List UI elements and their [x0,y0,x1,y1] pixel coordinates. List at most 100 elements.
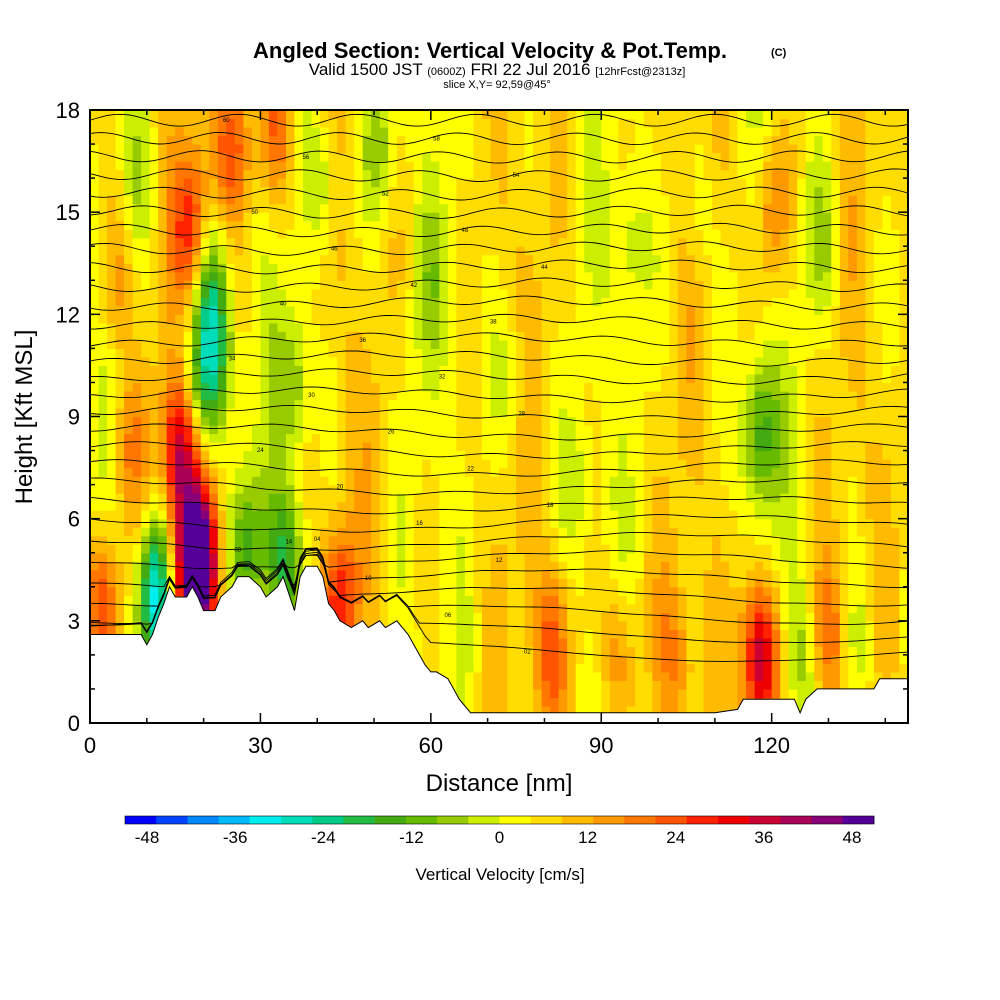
heatmap-cell [481,671,492,682]
heatmap-cell [337,510,347,520]
heatmap-cell [464,671,475,682]
heatmap-cell [124,348,134,358]
heatmap-cell [456,595,466,605]
heatmap-cell [550,280,560,290]
heatmap-cell [592,118,602,128]
heatmap-cell [550,476,560,486]
heatmap-cell [516,561,526,571]
heatmap-cell [507,305,517,315]
heatmap-cell [217,586,227,596]
heatmap-cell [524,688,534,699]
heatmap-cell [481,365,492,375]
heatmap-cell [643,544,653,554]
heatmap-cell [473,416,483,426]
heatmap-cell [524,552,534,562]
heatmap-cell [166,484,176,494]
heatmap-cell [541,663,551,673]
heatmap-cell [337,373,347,384]
heatmap-cell [558,373,568,384]
heatmap-cell [609,663,619,673]
heatmap-cell [405,442,415,452]
heatmap-cell [584,705,594,716]
heatmap-cell [669,552,679,562]
heatmap-cell [481,322,492,332]
heatmap-cell [464,476,475,486]
heatmap-cell [439,373,449,384]
heatmap-cell [268,493,279,503]
heatmap-cell [499,467,509,477]
heatmap-cell [609,382,619,392]
heatmap-cell [456,314,466,324]
heatmap-cell [575,373,585,384]
heatmap-cell [439,152,449,162]
heatmap-cell [285,135,296,145]
heatmap-cell [541,203,551,213]
heatmap-cell [354,442,364,452]
heatmap-cell [592,476,602,486]
heatmap-cell [379,569,389,579]
heatmap-cell [396,578,406,588]
heatmap-cell [473,305,483,315]
heatmap-cell [456,501,466,511]
heatmap-cell [601,263,611,273]
heatmap-cell [464,373,475,384]
heatmap-cell [592,425,602,435]
heatmap-cell [516,399,526,409]
heatmap-cell [285,178,296,188]
heatmap-cell [516,680,526,690]
heatmap-cell [516,390,526,401]
heatmap-cell [149,212,159,222]
heatmap-cell [524,331,534,341]
heatmap-cell [422,518,432,528]
heatmap-cell [609,271,619,281]
heatmap-cell [499,501,509,511]
heatmap-cell [98,433,108,443]
heatmap-cell [413,442,423,452]
heatmap-cell [464,280,475,290]
heatmap-cell [192,535,202,545]
heatmap-cell [447,578,457,588]
heatmap-cell [584,654,594,664]
heatmap-cell [660,612,671,622]
heatmap-cell [413,280,423,290]
heatmap-cell [575,297,585,307]
heatmap-cell [371,288,381,298]
heatmap-cell [379,195,389,205]
heatmap-cell [268,425,279,435]
heatmap-cell [422,203,432,213]
heatmap-cell [260,356,270,367]
heatmap-cell [473,365,483,375]
heatmap-cell [447,135,457,145]
heatmap-cell [464,646,475,656]
heatmap-cell [601,450,611,460]
heatmap-cell [601,646,611,656]
heatmap-cell [473,510,483,520]
heatmap-cell [499,314,509,324]
heatmap-cell [268,322,279,332]
heatmap-cell [226,467,236,477]
heatmap-cell [430,127,440,137]
heatmap-cell [277,280,287,290]
heatmap-cell [158,127,168,137]
heatmap-cell [567,450,577,460]
heatmap-cell [507,671,517,682]
heatmap-cell [456,288,466,298]
heatmap-cell [141,518,151,528]
heatmap-cell [141,110,151,120]
heatmap-cell [183,297,193,307]
heatmap-cell [192,561,202,571]
heatmap-cell [183,271,193,281]
heatmap-cell [90,348,100,358]
heatmap-cell [567,297,577,307]
heatmap-cell [388,450,398,460]
heatmap-cell [490,552,500,562]
heatmap-cell [90,425,100,435]
heatmap-cell [618,399,628,409]
heatmap-cell [584,433,594,443]
heatmap-cell [533,144,543,154]
heatmap-cell [285,390,296,401]
heatmap-cell [371,314,381,324]
heatmap-cell [200,110,210,120]
heatmap-cell [166,297,176,307]
heatmap-cell [251,331,262,341]
